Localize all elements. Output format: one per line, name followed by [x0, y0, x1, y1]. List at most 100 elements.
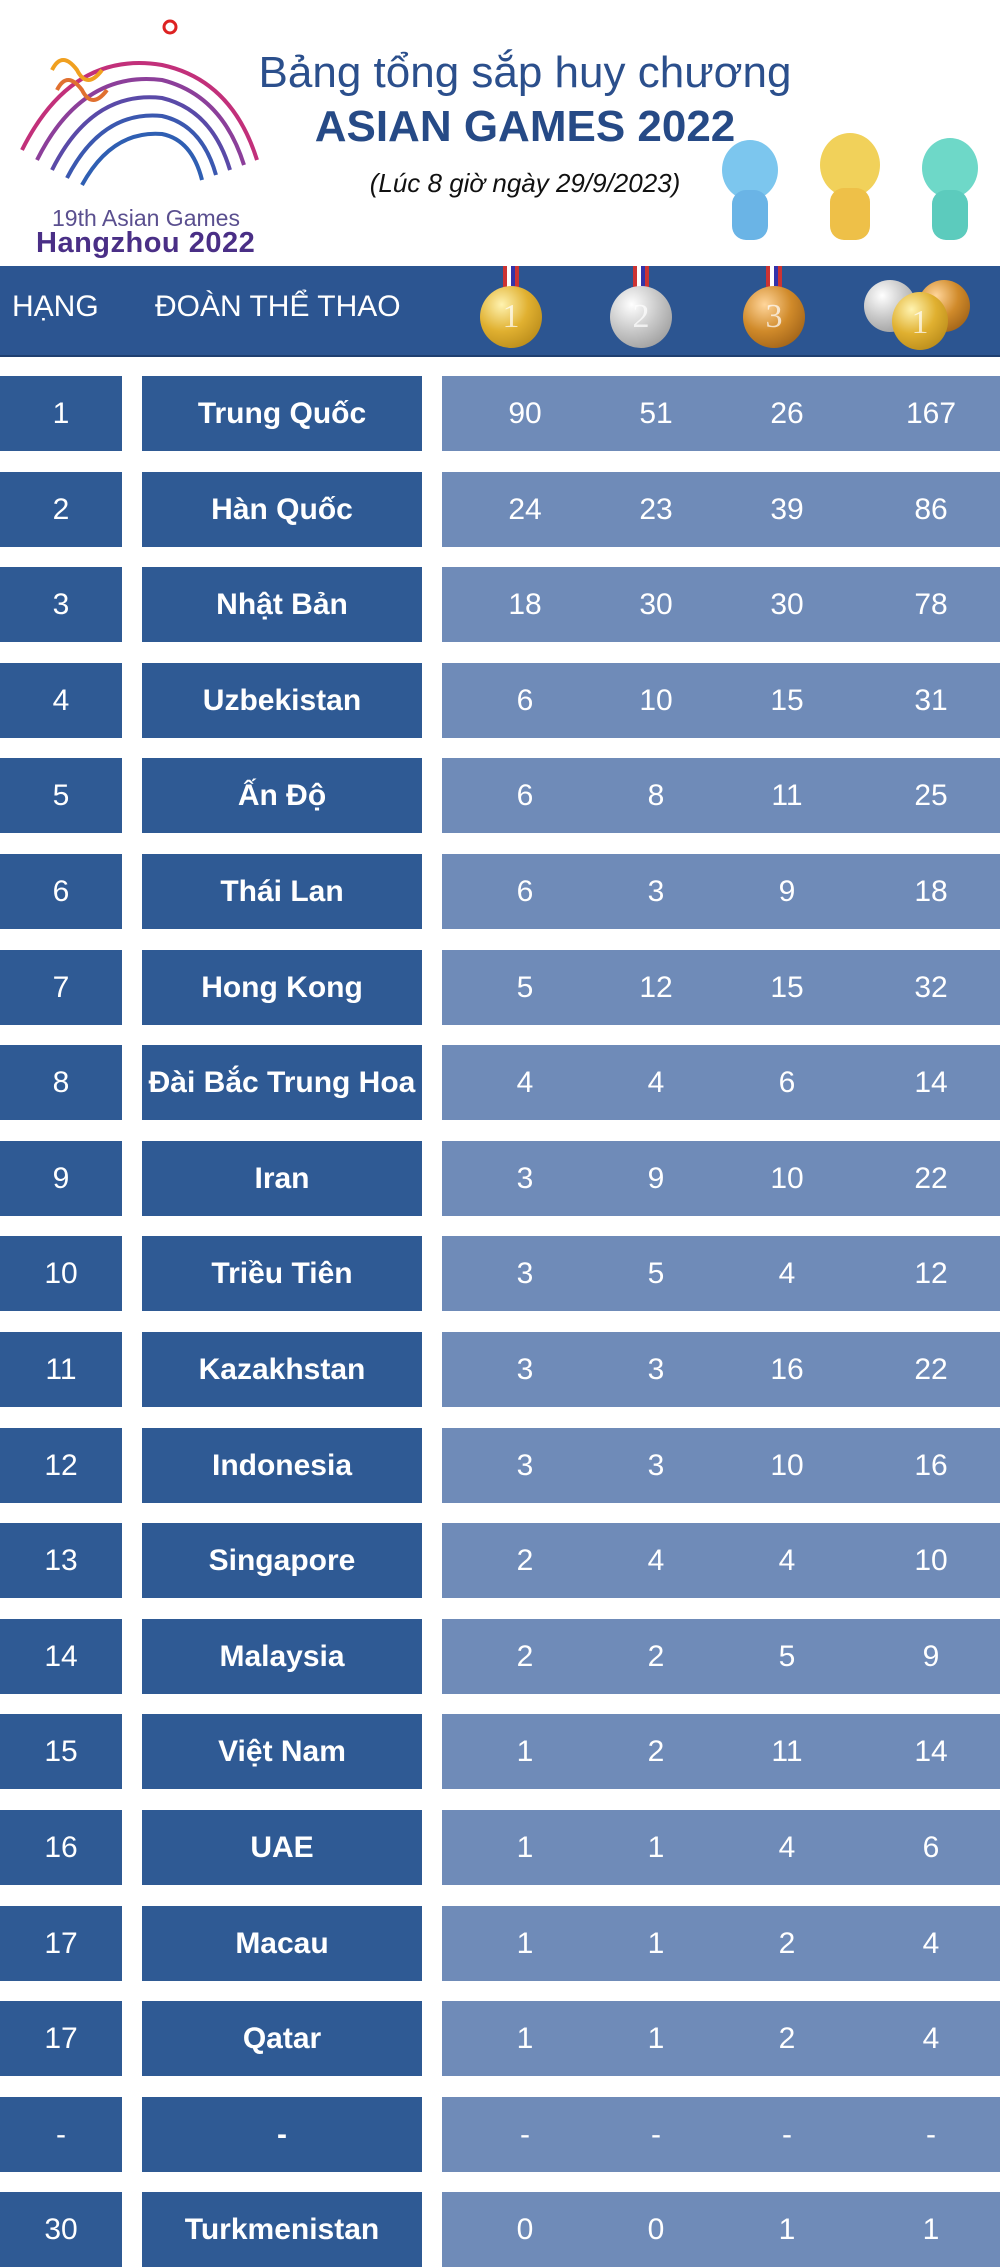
bronze-count: 4	[778, 1831, 796, 1864]
rank-cell: 1	[0, 376, 122, 451]
table-row: 5 Ấn Độ 6 8 11 25	[0, 758, 1000, 834]
total-count: 78	[914, 588, 948, 622]
team-cell: Thái Lan	[142, 854, 422, 929]
gold-count: 1	[516, 1735, 534, 1769]
gold-count: 6	[516, 683, 534, 717]
rank-cell: 13	[0, 1523, 122, 1599]
team-cell: Hong Kong	[142, 949, 422, 1025]
team-cell: Macau	[142, 1905, 422, 1981]
team-cell: Iran	[142, 1140, 422, 1216]
gold-count: 2	[516, 1544, 534, 1578]
gold-count: 3	[516, 1448, 534, 1482]
team-cell: Uzbekistan	[142, 662, 422, 738]
rank-cell: 8	[0, 1045, 122, 1121]
rank-cell: 16	[0, 1810, 122, 1885]
bronze-count: 1	[778, 2213, 796, 2247]
rank-cell: 10	[0, 1236, 122, 1312]
team-cell: -	[142, 2096, 422, 2172]
gold-count: 2	[516, 1639, 534, 1673]
gold-count: 1	[516, 1926, 534, 1960]
table-header: HẠNG ĐOÀN THỂ THAO 1 2 3 1	[0, 266, 1000, 357]
rank-cell: 15	[0, 1714, 122, 1790]
bronze-count: 15	[770, 970, 804, 1004]
bronze-count: 26	[770, 397, 804, 430]
bronze-count: 9	[778, 875, 796, 908]
table-row: 12 Indonesia 3 3 10 16	[0, 1427, 1000, 1503]
rank-cell: 2	[0, 471, 122, 547]
team-cell: Qatar	[142, 2001, 422, 2077]
bronze-count: 11	[771, 779, 803, 813]
bronze-count: 30	[770, 588, 804, 622]
total-count: 6	[922, 1831, 940, 1864]
table-row: 11 Kazakhstan 3 3 16 22	[0, 1332, 1000, 1407]
bronze-count: -	[782, 2117, 792, 2151]
medal-counts	[442, 567, 1000, 643]
team-cell: Việt Nam	[142, 1714, 422, 1790]
table-row: 15 Việt Nam 1 2 11 14	[0, 1714, 1000, 1790]
total-count: 12	[914, 1257, 948, 1291]
page-title: Bảng tổng sắp huy chương	[258, 48, 792, 97]
header-team: ĐOÀN THỂ THAO	[155, 290, 401, 323]
rank-cell: 9	[0, 1140, 122, 1216]
medal-counts	[442, 1427, 1000, 1503]
gold-count: 5	[516, 970, 534, 1004]
total-count: 14	[914, 1066, 948, 1100]
table-row: 10 Triều Tiên 3 5 4 12	[0, 1236, 1000, 1312]
medal-counts	[442, 1714, 1000, 1790]
silver-count: 5	[647, 1257, 665, 1291]
total-count: 25	[914, 779, 948, 813]
total-count: 9	[922, 1639, 940, 1673]
ribbon-icon	[503, 266, 519, 288]
bronze-count: 4	[778, 1257, 796, 1291]
table-row: 3 Nhật Bản 18 30 30 78	[0, 567, 1000, 643]
bronze-count: 39	[770, 492, 804, 526]
total-count: 32	[914, 970, 948, 1004]
table-row: 14 Malaysia 2 2 5 9	[0, 1618, 1000, 1694]
medal-counts	[442, 1332, 1000, 1407]
ribbon-icon	[633, 266, 649, 288]
bronze-medal-icon: 3	[743, 286, 805, 348]
team-cell: Turkmenistan	[142, 2192, 422, 2267]
team-cell: Hàn Quốc	[142, 471, 422, 547]
total-count: 1	[922, 2213, 940, 2247]
table-row: 17 Macau 1 1 2 4	[0, 1905, 1000, 1981]
medal-counts	[442, 2096, 1000, 2172]
page-subtitle-event: ASIAN GAMES 2022	[314, 102, 736, 151]
gold-count: 3	[516, 1161, 534, 1195]
gold-count: 3	[516, 1353, 534, 1386]
silver-count: 4	[647, 1066, 665, 1100]
logo-caption: 19th Asian Games	[52, 205, 240, 231]
team-cell: Kazakhstan	[142, 1332, 422, 1407]
rank-cell: -	[0, 2096, 122, 2172]
rank-cell: 14	[0, 1618, 122, 1694]
team-cell: Đài Bắc Trung Hoa	[142, 1045, 422, 1121]
silver-medal-icon: 2	[610, 286, 672, 348]
rank-cell: 12	[0, 1427, 122, 1503]
gold-count: 1	[516, 2022, 534, 2056]
silver-count: 2	[647, 1639, 665, 1673]
rank-cell: 17	[0, 1905, 122, 1981]
medal-counts	[442, 1618, 1000, 1694]
medal-counts	[442, 1523, 1000, 1599]
rank-cell: 7	[0, 949, 122, 1025]
silver-count: 3	[647, 1448, 665, 1482]
total-count: 86	[914, 492, 948, 526]
gold-count: 0	[516, 2213, 534, 2247]
gold-count: 90	[508, 397, 542, 430]
gold-count: -	[520, 2117, 530, 2151]
total-count: 4	[922, 1926, 940, 1960]
medal-counts	[442, 1810, 1000, 1885]
bronze-count: 5	[778, 1639, 796, 1673]
gold-count: 24	[508, 492, 542, 526]
total-medals-icon: 1	[892, 292, 948, 350]
rank-cell: 4	[0, 662, 122, 738]
silver-count: 1	[647, 1831, 665, 1864]
silver-count: 1	[647, 2022, 665, 2056]
silver-count: 51	[639, 397, 673, 430]
gold-count: 4	[516, 1066, 534, 1100]
rank-cell: 5	[0, 758, 122, 834]
gold-medal-icon: 1	[480, 286, 542, 348]
silver-count: 23	[639, 492, 673, 526]
bronze-count: 10	[770, 1161, 804, 1195]
ribbon-icon	[766, 266, 782, 288]
